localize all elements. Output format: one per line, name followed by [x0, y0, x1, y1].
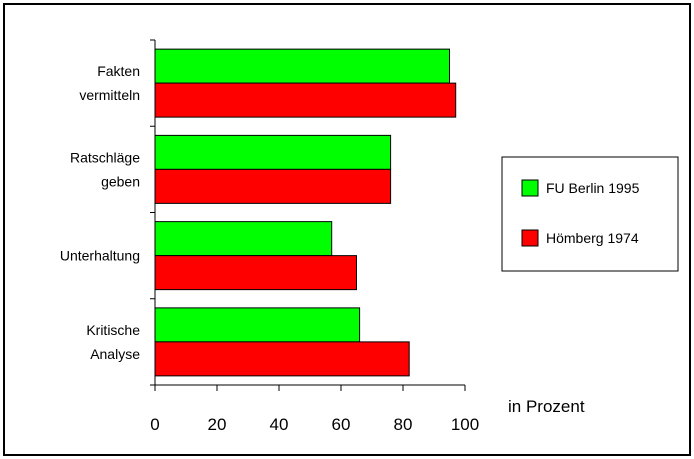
legend-label-hoemberg-1974: Hömberg 1974	[546, 230, 639, 246]
x-tick-label: 80	[394, 415, 413, 434]
category-label: Ratschläge geben	[70, 149, 140, 189]
category-label: Fakten vermitteln	[79, 63, 140, 103]
category-label: Kritische Analyse	[86, 322, 140, 362]
bar-hoemberg-1974	[154, 168, 392, 204]
x-tick-label: 40	[270, 415, 289, 434]
x-tick-label: 20	[208, 415, 227, 434]
x-tick-label: 100	[451, 415, 479, 434]
legend-swatch-hoemberg-1974	[521, 229, 539, 247]
bar-hoemberg-1974	[154, 341, 410, 377]
bar-hoemberg-1974	[154, 82, 457, 118]
x-axis-title: in Prozent	[508, 397, 585, 416]
category-label: Unterhaltung	[60, 248, 140, 264]
legend-label-fu-berlin-1995: FU Berlin 1995	[546, 180, 640, 196]
legend-box	[501, 156, 679, 272]
x-tick-label: 60	[332, 415, 351, 434]
bar-fu-berlin-1995	[154, 307, 361, 343]
bar-fu-berlin-1995	[154, 48, 450, 84]
legend-swatch-fu-berlin-1995	[521, 179, 539, 197]
bar-fu-berlin-1995	[154, 221, 333, 257]
bar-fu-berlin-1995	[154, 134, 392, 170]
legend: FU Berlin 1995 Hömberg 1974	[501, 156, 679, 272]
plot-area: Fakten vermitteln Ratschläge geben Unterhalt…	[60, 39, 479, 434]
x-tick-label: 0	[150, 415, 159, 434]
bar-hoemberg-1974	[154, 255, 357, 291]
